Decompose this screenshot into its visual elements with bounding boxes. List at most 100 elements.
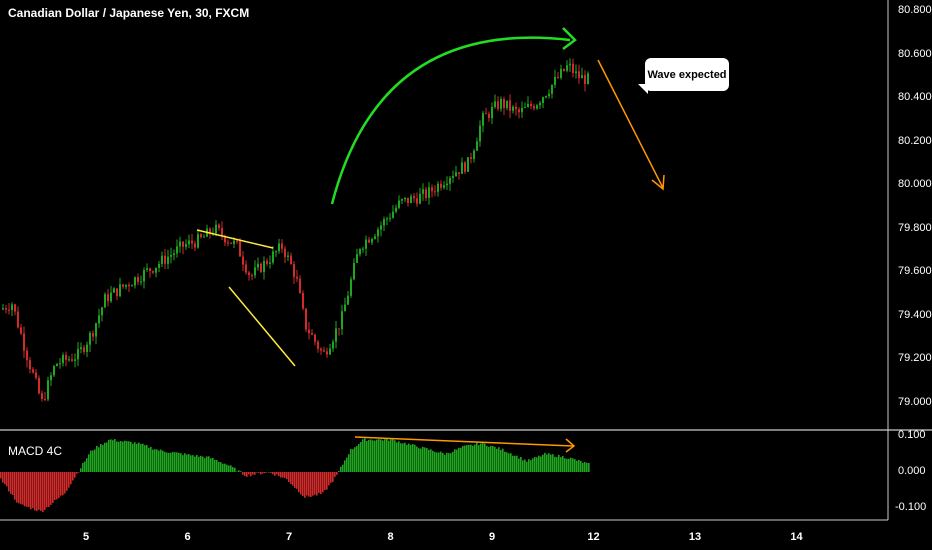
candle-down bbox=[44, 398, 46, 400]
candle-up bbox=[539, 102, 541, 106]
candle-up bbox=[542, 97, 544, 103]
macd-bar-negative bbox=[24, 472, 26, 507]
macd-bar-positive bbox=[236, 471, 238, 473]
macd-bar-positive bbox=[110, 439, 112, 472]
candle-up bbox=[512, 106, 514, 111]
macd-bar-positive bbox=[350, 448, 352, 472]
macd-bar-negative bbox=[46, 472, 48, 508]
macd-bar-negative bbox=[36, 472, 38, 512]
candle-up bbox=[329, 348, 331, 355]
macd-bar-positive bbox=[540, 456, 542, 472]
macd-bar-positive bbox=[446, 452, 448, 472]
macd-bar-positive bbox=[172, 452, 174, 472]
candle-up bbox=[98, 315, 100, 324]
candle-down bbox=[497, 101, 499, 109]
price-tick-label: 79.200 bbox=[898, 352, 932, 365]
macd-bar-negative bbox=[306, 472, 308, 496]
candle-up bbox=[389, 217, 391, 219]
candle-down bbox=[563, 68, 565, 71]
candle-up bbox=[569, 63, 571, 66]
macd-bar-positive bbox=[556, 457, 558, 472]
macd-bar-positive bbox=[570, 457, 572, 472]
price-tick-label: 80.200 bbox=[898, 134, 932, 147]
candle-up bbox=[131, 285, 133, 287]
candle-up bbox=[104, 294, 106, 308]
candle-up bbox=[197, 234, 199, 248]
macd-bar-positive bbox=[436, 452, 438, 472]
candle-down bbox=[128, 284, 130, 287]
date-tick-label: 7 bbox=[285, 531, 293, 543]
macd-bar-positive bbox=[418, 448, 420, 472]
candle-down bbox=[578, 71, 580, 79]
candle-up bbox=[548, 93, 550, 97]
candle-up bbox=[545, 96, 547, 98]
macd-bar-positive bbox=[266, 471, 268, 473]
macd-bar-positive bbox=[566, 458, 568, 472]
macd-bar-negative bbox=[4, 472, 6, 485]
macd-bar-positive bbox=[496, 448, 498, 472]
macd-bar-positive bbox=[166, 452, 168, 472]
macd-bar-negative bbox=[248, 472, 250, 475]
macd-bar-negative bbox=[292, 472, 294, 486]
candle-down bbox=[320, 348, 322, 351]
macd-bar-positive bbox=[116, 441, 118, 472]
candle-up bbox=[278, 243, 280, 252]
macd-bar-positive bbox=[342, 464, 344, 472]
candle-down bbox=[8, 309, 10, 311]
macd-bar-positive bbox=[576, 460, 578, 472]
macd-bar-positive bbox=[386, 438, 388, 472]
macd-bar-positive bbox=[448, 453, 450, 472]
macd-bar-positive bbox=[212, 457, 214, 472]
candle-down bbox=[518, 109, 520, 113]
macd-bar-positive bbox=[238, 470, 240, 472]
macd-bar-negative bbox=[328, 472, 330, 486]
macd-bar-positive bbox=[196, 454, 198, 472]
macd-bar-positive bbox=[410, 444, 412, 472]
macd-bar-positive bbox=[154, 449, 156, 472]
macd-bar-positive bbox=[452, 451, 454, 472]
macd-bar-positive bbox=[534, 457, 536, 472]
macd-bar-positive bbox=[198, 456, 200, 472]
candle-down bbox=[368, 239, 370, 243]
macd-bar-negative bbox=[298, 472, 300, 493]
candle-up bbox=[527, 103, 529, 107]
candle-up bbox=[476, 141, 478, 151]
candle-down bbox=[227, 242, 229, 244]
price-tick-label: 80.000 bbox=[898, 178, 932, 191]
macd-bar-positive bbox=[234, 467, 236, 472]
macd-bar-positive bbox=[488, 446, 490, 472]
candle-down bbox=[413, 196, 415, 199]
macd-bar-positive bbox=[560, 457, 562, 472]
macd-bar-positive bbox=[490, 445, 492, 472]
candle-up bbox=[203, 236, 205, 238]
macd-bar-positive bbox=[484, 443, 486, 472]
macd-bar-positive bbox=[420, 448, 422, 472]
candle-up bbox=[374, 236, 376, 239]
candle-up bbox=[398, 200, 400, 208]
macd-bar-positive bbox=[176, 452, 178, 472]
macd-bar-negative bbox=[276, 472, 278, 475]
candle-down bbox=[137, 277, 139, 282]
macd-bar-positive bbox=[500, 449, 502, 472]
macd-bar-negative bbox=[302, 472, 304, 496]
candle-down bbox=[245, 264, 247, 273]
macd-bar-positive bbox=[214, 459, 216, 472]
macd-indicator-label[interactable]: MACD 4C bbox=[8, 444, 63, 458]
macd-bar-positive bbox=[184, 453, 186, 472]
macd-bar-negative bbox=[32, 472, 34, 509]
macd-bar-positive bbox=[390, 439, 392, 472]
macd-bar-positive bbox=[224, 463, 226, 472]
macd-bar-positive bbox=[352, 449, 354, 472]
candle-down bbox=[296, 276, 298, 279]
macd-bar-positive bbox=[220, 462, 222, 472]
candle-down bbox=[440, 183, 442, 188]
macd-bar-positive bbox=[84, 461, 86, 472]
macd-bar-negative bbox=[296, 472, 298, 489]
macd-bar-negative bbox=[258, 472, 260, 473]
macd-bar-positive bbox=[538, 455, 540, 472]
candle-up bbox=[53, 366, 55, 376]
candle-down bbox=[29, 360, 31, 370]
macd-bar-positive bbox=[542, 454, 544, 472]
macd-bar-positive bbox=[94, 449, 96, 472]
candle-up bbox=[59, 363, 61, 365]
